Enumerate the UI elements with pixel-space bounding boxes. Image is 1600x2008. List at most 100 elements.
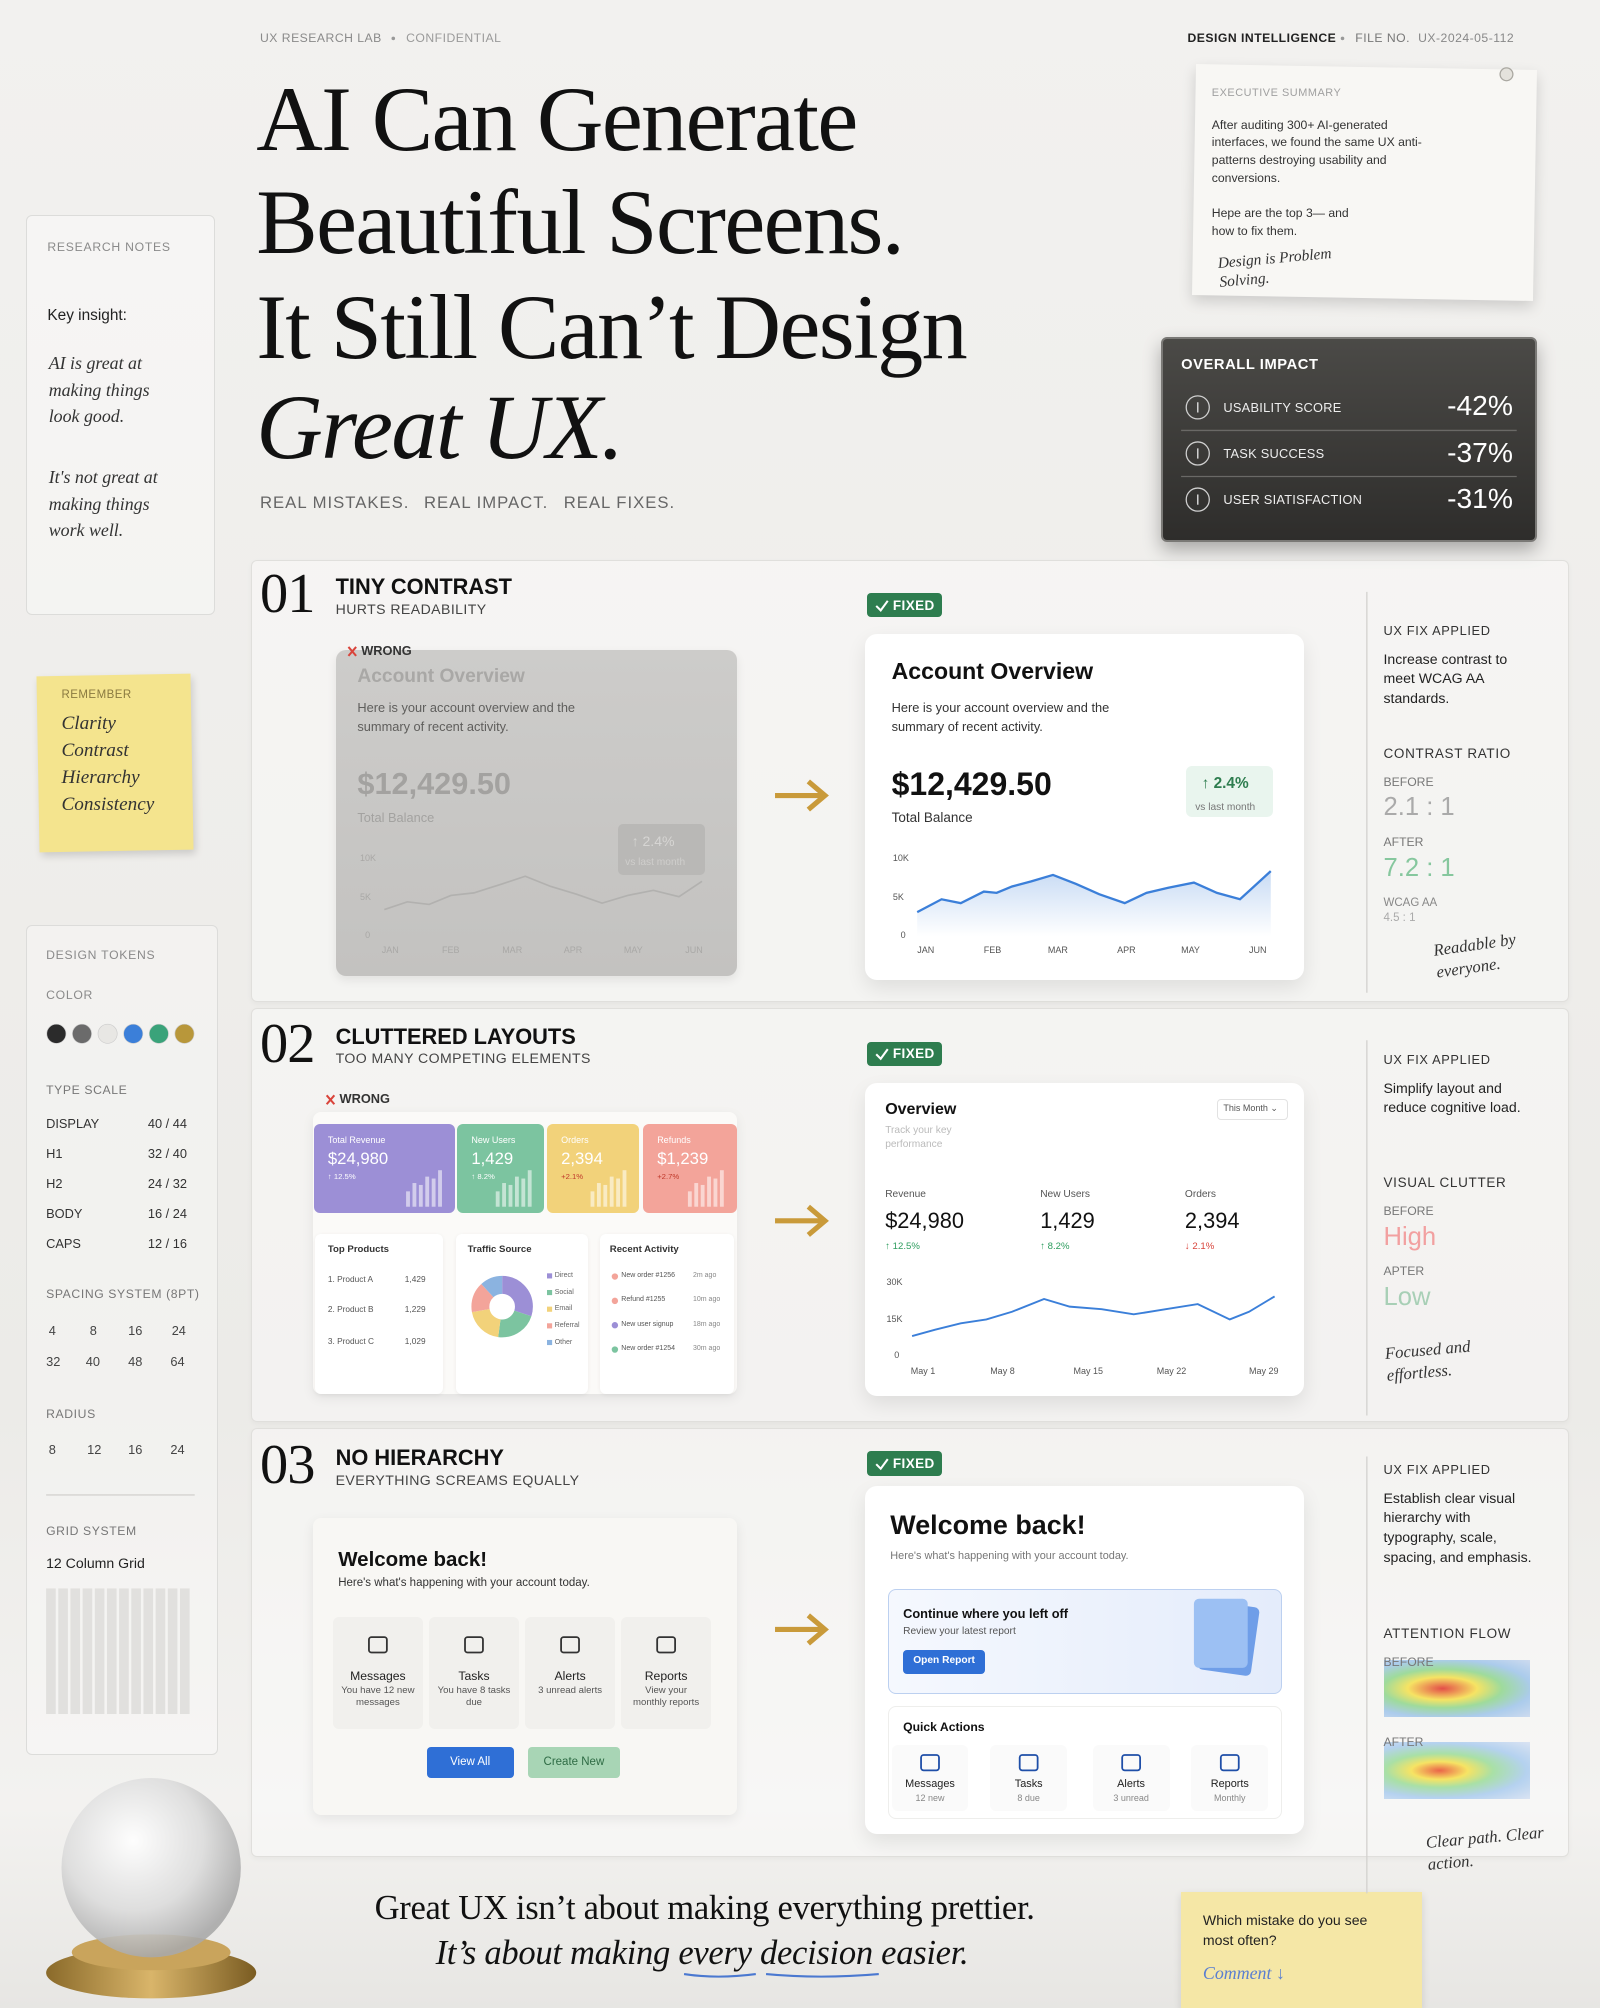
color-swatch [72, 1023, 92, 1044]
title-line: Beautiful Screens. [256, 170, 905, 273]
stats-change: +2.1% [561, 1172, 584, 1182]
mini-bar [527, 1170, 532, 1207]
card-y-axis: 5K [892, 891, 904, 902]
crystal-ball [61, 1778, 241, 1958]
sticky-note [1181, 1892, 1422, 2008]
sections-subtitle: EVERYTHING SCREAMS EQUALLY [335, 1471, 580, 1488]
footer-cta: Comment ↓ [1202, 1963, 1285, 1983]
mini-bar [694, 1183, 699, 1207]
card-x-axis: MAY [1181, 945, 1200, 956]
after-x-axis: May 1 [910, 1365, 936, 1376]
activity-rows: Refund #1255 [621, 1296, 666, 1304]
activity-title: Recent Activity [609, 1243, 679, 1255]
after-description: Here's what's happening with your accoun… [890, 1550, 1129, 1562]
activity-rows: New order #1254 [621, 1345, 675, 1353]
mini-bar [514, 1176, 519, 1207]
traffic-legend: Referral [554, 1322, 580, 1329]
fix-before-label: BEFORE [1383, 1655, 1434, 1670]
item-icon [920, 1754, 940, 1772]
stats-value: $24,980 [327, 1149, 389, 1169]
stats-value: 1,429 [471, 1149, 514, 1169]
activity-rows: 2m ago [693, 1272, 717, 1280]
research-notes-notes: AI is great at making things look good. [48, 352, 150, 427]
design-tokens-grid: 12 Column Grid [46, 1555, 145, 1572]
item-box [891, 1744, 969, 1812]
after-filter: This Month ⌄ [1223, 1103, 1278, 1113]
sections-fixed-label: FIXED [892, 597, 935, 613]
card-title: Account Overview [891, 658, 1094, 685]
design-tokens-spacing: 8 [89, 1323, 97, 1339]
top-products-rows: 2. Product B [327, 1304, 374, 1315]
design-tokens-radius-label: RADIUS [46, 1406, 96, 1421]
metrics-value: $24,980 [885, 1208, 964, 1233]
arrow [806, 1613, 829, 1646]
header-file-id: UX-2024-05-112 [1418, 30, 1515, 45]
tagline: REAL MISTAKES. [260, 493, 410, 513]
color-swatch [123, 1023, 144, 1044]
item-box [333, 1616, 423, 1730]
items-label: Alerts [1117, 1778, 1146, 1791]
item-box [429, 1616, 519, 1730]
activity-dot [611, 1273, 619, 1280]
button [903, 1650, 986, 1675]
color-swatch [174, 1023, 195, 1044]
research-notes-notes: It's not great at making things work wel… [48, 466, 158, 541]
metrics-label: Revenue [885, 1188, 926, 1200]
grid-column [82, 1588, 93, 1715]
design-tokens-grid-label: GRID SYSTEM [46, 1524, 137, 1539]
fix-before: 2.1 : 1 [1383, 792, 1455, 821]
design-tokens-radius: 16 [128, 1442, 143, 1458]
grid-column [58, 1588, 68, 1715]
item-icon [560, 1636, 580, 1654]
rows-label: USABILITY SCORE [1223, 399, 1342, 415]
mini-bar [425, 1176, 430, 1207]
fix-label: UX FIX APPLIED [1383, 1051, 1491, 1067]
items-text: View your monthly reports [633, 1684, 700, 1709]
after-title: Welcome back! [890, 1510, 1086, 1540]
card-x-axis: MAR [1047, 945, 1068, 956]
reminder-items: Hierarchy [61, 767, 140, 789]
metrics-change: ↑ 8.2% [1040, 1241, 1070, 1253]
mini-bar [412, 1183, 417, 1207]
executive-summary-body: After auditing 300+ AI-generated interfa… [1211, 117, 1422, 185]
card-x-axis: JAN [917, 945, 935, 956]
top-products-rows: 3. Product C [327, 1336, 375, 1347]
top-products-rows: 1,229 [404, 1304, 426, 1315]
card-y-axis: 10K [360, 853, 377, 864]
grid-column [155, 1588, 166, 1715]
fix-before: High [1383, 1223, 1437, 1252]
mini-bar [622, 1170, 627, 1207]
before-title: Welcome back! [338, 1547, 488, 1571]
design-tokens-spacing: 32 [46, 1354, 61, 1369]
before-description: Here's what's happening with your accoun… [338, 1576, 590, 1589]
overall-impact-title: OVERALL IMPACT [1181, 357, 1319, 374]
card-x-axis: JAN [381, 945, 399, 956]
design-tokens-spacing: 40 [85, 1354, 101, 1369]
card-y-axis: 0 [900, 930, 906, 940]
stats-label: Refunds [657, 1135, 691, 1145]
mini-bar [713, 1178, 718, 1207]
grid-column [143, 1588, 154, 1715]
activity-rows: 18m ago [693, 1320, 721, 1328]
mini-bar [700, 1184, 705, 1207]
card-amount-label: Total Balance [891, 809, 973, 825]
report-illustration [1193, 1598, 1248, 1668]
stats-value: 2,394 [561, 1149, 603, 1169]
sections-fixed-label: FIXED [892, 1455, 935, 1471]
items-text: You have 8 tasks due [437, 1684, 511, 1709]
sections-title: CLUTTERED LAYOUTS [335, 1023, 576, 1049]
sections-fixed-label: FIXED [892, 1046, 935, 1061]
check-icon [875, 1458, 889, 1471]
items-label: Tasks [458, 1669, 490, 1684]
impact-icon [1185, 395, 1210, 420]
after-continue-title: Continue where you left off [903, 1606, 1069, 1622]
reminder-items: Clarity [61, 713, 116, 735]
item-icon [1219, 1754, 1240, 1772]
card-description: Here is your account overview and the su… [891, 700, 1110, 735]
after-continue-button: Open Report [913, 1655, 975, 1667]
mini-bar [707, 1176, 711, 1207]
card-x-axis: MAY [623, 945, 643, 956]
metrics-value: 1,429 [1040, 1208, 1095, 1233]
mini-bar [495, 1191, 500, 1207]
